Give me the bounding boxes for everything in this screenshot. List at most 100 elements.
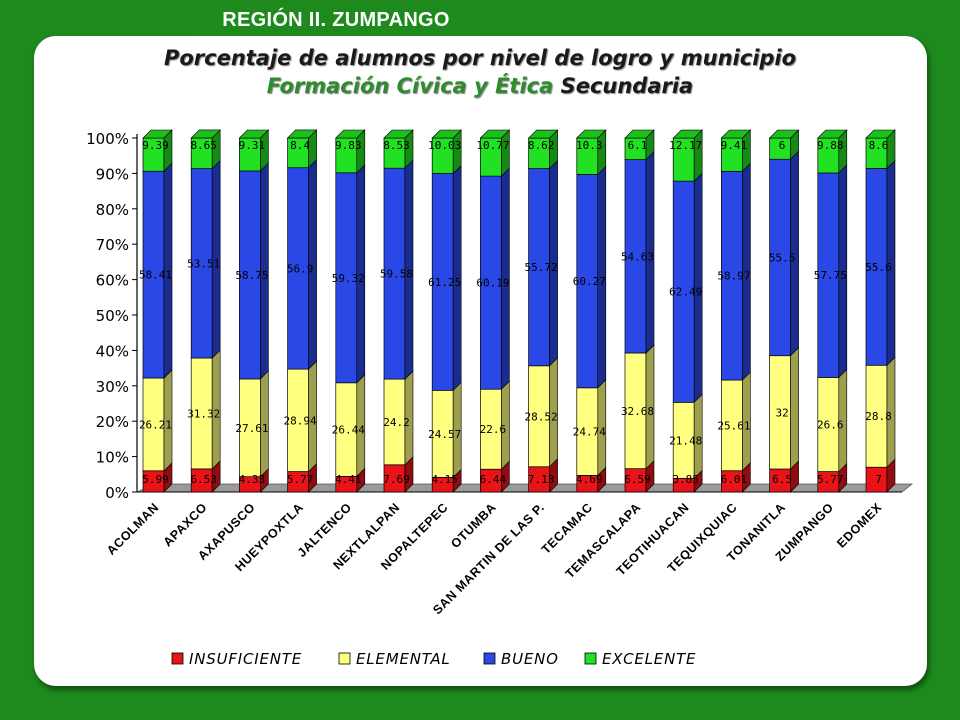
data-label: 21.48 (669, 434, 702, 447)
data-label: 6.01 (721, 473, 748, 486)
bar-top-face (672, 129, 703, 139)
legend-label: EXCELENTE (602, 650, 696, 668)
bar-top-face (479, 129, 511, 139)
y-tick-label: 100% (86, 130, 129, 148)
bar-top-face (624, 129, 655, 139)
title-subject: Formación Cívica y Ética (266, 74, 554, 98)
data-label: 58.75 (235, 269, 268, 282)
data-label: 7.69 (383, 473, 410, 486)
legend-label: ELEMENTAL (356, 650, 451, 668)
data-label: 6.53 (190, 473, 217, 486)
data-label: 58.97 (717, 270, 750, 283)
bar-top-face (527, 129, 559, 139)
chart-title: Porcentaje de alumnos por nivel de logro… (60, 44, 900, 100)
data-label: 12.17 (669, 139, 702, 152)
bar-top-face (720, 129, 752, 139)
y-tick-label: 30% (96, 378, 129, 396)
data-label: 9.39 (142, 139, 169, 152)
data-label: 8.6 (869, 139, 889, 152)
data-label: 62.49 (669, 286, 702, 299)
bar-top-face (335, 129, 366, 139)
region-banner: REGIÓN II. ZUMPANGO (192, 4, 480, 36)
data-label: 59.58 (380, 268, 413, 281)
bar-segment-side (693, 129, 703, 182)
legend-label: INSUFICIENTE (189, 650, 302, 668)
category-label: OTUMBA (448, 500, 499, 551)
data-label: 3.85 (672, 473, 699, 486)
y-tick-label: 50% (96, 307, 129, 325)
data-label: 4.41 (335, 473, 362, 486)
data-label: 55.6 (865, 261, 892, 274)
data-label: 25.61 (717, 419, 750, 432)
data-label: 55.5 (769, 251, 796, 264)
legend-swatch (171, 652, 184, 665)
data-label: 61.25 (428, 276, 461, 289)
data-label: 31.32 (187, 407, 220, 420)
data-label: 8.65 (190, 139, 217, 152)
data-label: 24.2 (383, 416, 410, 429)
data-label: 28.8 (865, 410, 892, 423)
bar-top-face (383, 129, 414, 139)
bar-segment-side (790, 346, 799, 470)
legend-label: BUENO (501, 650, 559, 668)
y-tick-label: 80% (96, 201, 129, 219)
data-label: 5.99 (142, 473, 169, 486)
legend-swatch (584, 652, 597, 665)
data-label: 7 (875, 473, 882, 486)
data-label: 28.94 (284, 414, 317, 427)
data-label: 57.75 (814, 269, 847, 282)
bar-top-face (817, 129, 848, 139)
title-line-1: Porcentaje de alumnos por nivel de logro… (163, 46, 797, 70)
data-label: 60.27 (573, 275, 606, 288)
data-label: 9.83 (335, 139, 362, 152)
data-label: 9.88 (817, 139, 844, 152)
data-label: 24.57 (428, 428, 461, 441)
y-tick-label: 20% (96, 413, 129, 431)
data-label: 9.31 (239, 139, 266, 152)
data-label: 56.9 (287, 262, 314, 275)
data-label: 9.41 (721, 139, 748, 152)
category-label: EDOMEX (834, 500, 884, 550)
data-label: 4.33 (239, 473, 266, 486)
bar-top-face (576, 129, 607, 139)
data-label: 10.3 (576, 139, 603, 152)
legend-swatch (338, 652, 351, 665)
category-label: APAXCO (161, 500, 210, 549)
y-tick-label: 90% (96, 165, 129, 183)
data-label: 8.62 (528, 139, 555, 152)
data-label: 24.74 (573, 426, 606, 439)
y-tick-label: 60% (96, 272, 129, 290)
bar-top-face (768, 129, 800, 139)
data-label: 6.44 (480, 473, 507, 486)
data-label: 10.77 (476, 139, 509, 152)
data-label: 60.19 (476, 277, 509, 290)
y-tick-label: 0% (105, 484, 129, 502)
data-label: 26.6 (817, 418, 844, 431)
data-label: 10.03 (428, 139, 461, 152)
data-label: 22.6 (480, 423, 507, 436)
data-label: 6.5 (772, 473, 792, 486)
title-line-2: Formación Cívica y Ética Secundaria (60, 72, 900, 100)
legend-swatch (483, 652, 496, 665)
data-label: 5.77 (817, 473, 844, 486)
data-label: 8.53 (383, 139, 410, 152)
data-label: 4.69 (576, 473, 603, 486)
data-label: 32 (775, 406, 788, 419)
bar-top-face (865, 129, 896, 139)
data-label: 53.51 (187, 257, 220, 270)
data-label: 26.44 (332, 424, 365, 437)
data-label: 54.63 (621, 250, 654, 263)
data-label: 8.4 (290, 139, 310, 152)
data-label: 26.21 (139, 418, 172, 431)
data-label: 27.61 (235, 422, 268, 435)
y-tick-label: 10% (96, 449, 129, 467)
data-label: 4.15 (431, 473, 458, 486)
data-label: 5.77 (287, 473, 314, 486)
frame-right-edge (927, 0, 960, 645)
y-tick-label: 70% (96, 236, 129, 254)
data-label: 6.59 (624, 473, 651, 486)
title-level: Secundaria (560, 74, 694, 98)
bar-top-face (190, 129, 221, 139)
data-label: 7.13 (528, 473, 555, 486)
bar-top-face (238, 129, 270, 139)
